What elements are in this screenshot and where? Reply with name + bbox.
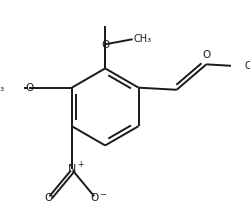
Text: O: O [25,83,34,93]
Text: CH₃: CH₃ [134,34,152,44]
Text: +: + [77,160,84,169]
Text: O: O [202,50,210,60]
Text: O: O [90,193,99,203]
Text: O: O [45,193,53,203]
Text: CH₃: CH₃ [0,83,5,93]
Text: −: − [100,190,106,199]
Text: O: O [101,40,109,50]
Text: CH₃: CH₃ [244,61,250,71]
Text: N: N [68,163,76,174]
